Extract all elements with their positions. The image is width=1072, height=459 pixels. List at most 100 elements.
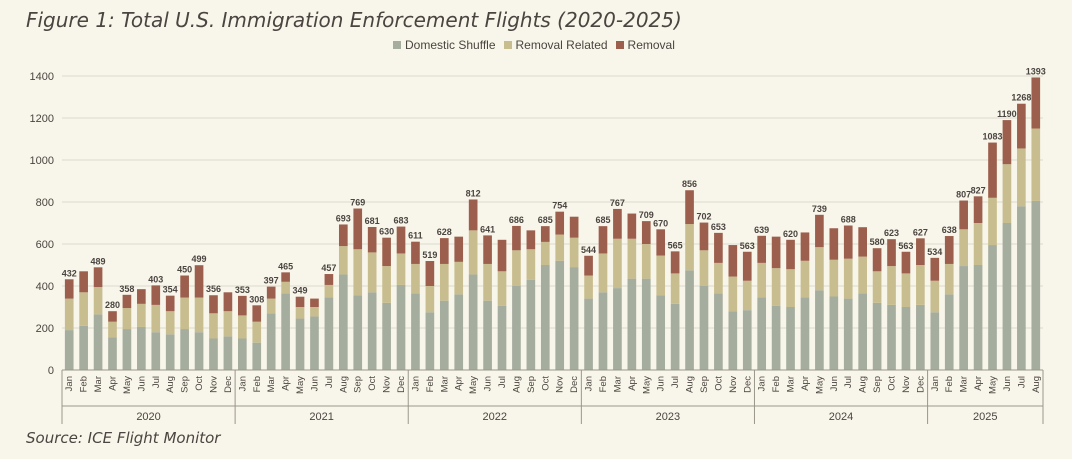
bar-segment-removal-related xyxy=(137,303,146,327)
bar-segment-removal-related xyxy=(1002,164,1012,223)
bar-segment-domestic-shuffle xyxy=(468,274,478,370)
bar-segment-domestic-shuffle xyxy=(137,326,146,370)
total-value-label: 354 xyxy=(163,285,178,295)
month-tick-label: Mar xyxy=(266,376,277,392)
total-value-label: 769 xyxy=(350,198,365,208)
bar-segment-domestic-shuffle xyxy=(108,337,117,370)
total-value-label: 638 xyxy=(942,225,957,235)
bar-segment-removal xyxy=(367,226,377,253)
total-value-label: 641 xyxy=(480,224,495,234)
bar-segment-removal-related xyxy=(685,224,694,271)
bar-segment-removal xyxy=(1002,120,1012,165)
total-value-label: 653 xyxy=(711,222,726,232)
bar-segment-removal xyxy=(526,230,536,250)
bar-segment-removal-related xyxy=(425,286,435,313)
bar-segment-removal xyxy=(396,226,406,254)
legend-swatch-removal xyxy=(615,41,624,49)
month-tick-label: Dec xyxy=(742,376,753,393)
bar-segment-domestic-shuffle xyxy=(714,293,723,370)
bar-segment-removal xyxy=(916,238,925,265)
bar-segment-removal-related xyxy=(988,197,997,246)
total-value-label: 280 xyxy=(105,300,120,310)
bar-segment-domestic-shuffle xyxy=(540,265,550,370)
bar-segment-removal-related xyxy=(800,260,810,298)
month-tick-label: Dec xyxy=(569,376,580,393)
total-value-label: 563 xyxy=(740,241,755,251)
month-tick-label: Jun xyxy=(656,376,667,391)
chart-title: Figure 1: Total U.S. Immigration Enforce… xyxy=(26,8,682,32)
bar-segment-domestic-shuffle xyxy=(598,292,608,370)
total-value-label: 628 xyxy=(437,227,452,237)
month-tick-label: May xyxy=(295,376,306,394)
bar-segment-removal xyxy=(497,239,507,272)
bar-segment-removal-related xyxy=(1031,128,1041,201)
month-tick-label: Oct xyxy=(367,376,378,391)
bar-segment-removal xyxy=(468,199,478,231)
bar-segment-removal xyxy=(872,248,882,272)
bars xyxy=(64,77,1041,370)
month-tick-label: Oct xyxy=(194,376,205,391)
month-tick-label: Feb xyxy=(252,376,263,392)
month-tick-label: Apr xyxy=(627,376,638,391)
bar-segment-removal-related xyxy=(872,271,882,303)
month-tick-label: Sep xyxy=(699,376,710,393)
month-tick-label: Jul xyxy=(151,376,162,388)
month-tick-label: Mar xyxy=(612,376,623,392)
bar-segment-domestic-shuffle xyxy=(887,304,896,370)
month-tick-label: Aug xyxy=(511,376,522,393)
month-tick-label: Apr xyxy=(800,376,811,391)
bar-segment-removal-related xyxy=(540,241,550,265)
month-tick-label: May xyxy=(988,376,999,394)
bar-segment-domestic-shuffle xyxy=(584,298,593,370)
month-tick-label: Dec xyxy=(223,376,234,393)
total-value-label: 623 xyxy=(884,228,899,238)
total-value-label: 432 xyxy=(62,268,77,278)
bar-segment-removal-related xyxy=(598,253,608,293)
month-tick-label: Apr xyxy=(973,376,984,391)
bar-segment-removal-related xyxy=(887,266,896,305)
total-value-label: 489 xyxy=(91,256,106,266)
bar-segment-removal xyxy=(439,238,449,264)
bar-segment-removal-related xyxy=(569,237,579,268)
bar-segment-domestic-shuffle xyxy=(454,294,464,370)
total-value-label: 683 xyxy=(394,216,409,226)
total-value-label: 1268 xyxy=(1011,93,1031,103)
year-label: 2023 xyxy=(656,411,680,423)
bar-segment-removal xyxy=(281,272,290,282)
bar-segment-removal-related xyxy=(699,250,709,286)
total-value-label: 693 xyxy=(336,213,351,223)
legend-swatch-domestic-shuffle xyxy=(393,41,401,49)
bar-segment-removal-related xyxy=(180,297,189,330)
year-label: 2025 xyxy=(973,411,997,423)
bar-segment-removal xyxy=(411,241,420,264)
bar-segment-domestic-shuffle xyxy=(324,297,334,370)
bar-segment-domestic-shuffle xyxy=(64,330,74,370)
bar-segment-removal xyxy=(627,213,637,239)
month-tick-label: Jan xyxy=(237,376,248,391)
bar-segment-removal-related xyxy=(757,262,767,298)
bar-segment-removal xyxy=(238,295,247,316)
bar-segment-removal xyxy=(1031,77,1041,129)
month-tick-label: Jan xyxy=(410,376,421,391)
legend-label-removal-related: Removal Related xyxy=(515,38,608,52)
total-value-label: 1083 xyxy=(982,132,1002,142)
bar-segment-removal-related xyxy=(584,275,593,299)
bar-segment-removal xyxy=(93,267,103,288)
month-tick-label: Oct xyxy=(540,376,551,391)
bar-segment-removal xyxy=(901,251,911,274)
bar-segment-removal-related xyxy=(223,311,233,337)
bar-segment-domestic-shuffle xyxy=(367,292,377,370)
bar-segment-domestic-shuffle xyxy=(238,338,247,370)
legend-item-domestic-shuffle: Domestic Shuffle xyxy=(393,38,496,52)
bar-segment-removal xyxy=(656,229,666,256)
total-value-label: 702 xyxy=(696,212,711,222)
total-value-label: 349 xyxy=(293,286,308,296)
bar-segment-domestic-shuffle xyxy=(425,312,435,370)
total-value-label: 754 xyxy=(552,201,567,211)
bar-segment-domestic-shuffle xyxy=(180,329,189,370)
bar-segment-removal-related xyxy=(454,261,464,295)
total-value-label: 403 xyxy=(148,274,163,284)
bar-segment-domestic-shuffle xyxy=(396,284,406,370)
bar-segment-removal xyxy=(209,295,218,314)
bar-segment-removal-related xyxy=(281,281,290,294)
